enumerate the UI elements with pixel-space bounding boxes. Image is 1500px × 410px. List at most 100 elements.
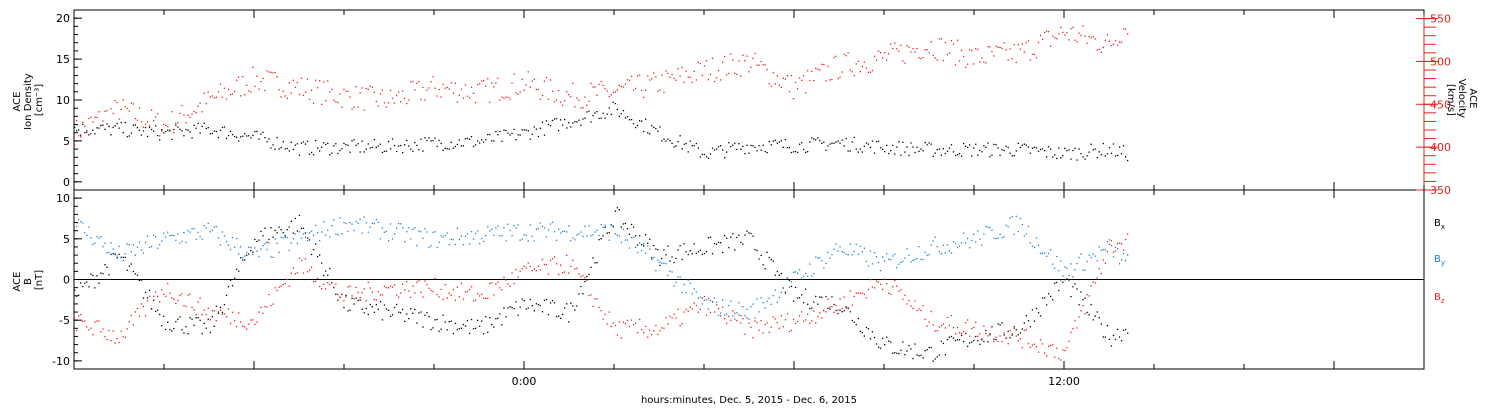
- bx-point: [707, 237, 710, 239]
- bz-point: [671, 317, 673, 319]
- by-point: [167, 231, 169, 233]
- bz-point: [345, 296, 347, 298]
- bz-point: [310, 266, 313, 268]
- by-point: [926, 254, 928, 256]
- by-point: [873, 252, 876, 254]
- velocity-point: [466, 95, 469, 97]
- velocity-point: [227, 88, 230, 91]
- by-point: [782, 287, 784, 289]
- density-point: [343, 142, 345, 144]
- bz-point: [928, 321, 930, 323]
- bx-point: [244, 259, 246, 261]
- bz-point: [983, 325, 985, 327]
- bz-point: [389, 285, 392, 287]
- bx-point: [114, 253, 116, 256]
- density-point: [958, 152, 961, 155]
- bx-point: [432, 327, 434, 329]
- by-point: [315, 224, 317, 226]
- by-point: [412, 228, 414, 230]
- by-point: [938, 250, 940, 253]
- velocity-ytick-label: 550: [1430, 13, 1451, 26]
- density-point: [879, 147, 882, 149]
- velocity-point: [1001, 47, 1003, 50]
- bx-point: [871, 331, 874, 333]
- bz-point: [1076, 327, 1078, 329]
- by-point: [80, 220, 82, 223]
- by-point: [861, 251, 863, 253]
- density-point: [997, 147, 999, 149]
- velocity-point: [746, 55, 748, 57]
- velocity-point: [430, 81, 432, 83]
- bz-point: [821, 317, 823, 319]
- by-point: [726, 313, 728, 315]
- bx-point: [715, 243, 718, 245]
- bz-point: [535, 270, 537, 272]
- density-point: [153, 130, 155, 132]
- velocity-point: [146, 121, 149, 123]
- bz-point: [661, 327, 663, 329]
- by-point: [774, 289, 776, 291]
- density-point: [1054, 154, 1056, 156]
- density-point: [537, 135, 539, 138]
- by-point: [987, 226, 989, 228]
- density-point: [402, 152, 404, 154]
- by-point: [1027, 225, 1030, 228]
- bx-point: [918, 355, 920, 357]
- by-point: [389, 223, 392, 225]
- bz-point: [404, 289, 406, 291]
- bx-point: [869, 338, 872, 340]
- bz-point: [130, 314, 132, 316]
- bz-point: [1090, 285, 1092, 287]
- bx-point: [942, 342, 944, 345]
- bz-point: [888, 292, 890, 294]
- density-point: [987, 142, 989, 144]
- bx-point: [468, 332, 471, 334]
- bz-point: [553, 256, 556, 258]
- by-point: [357, 222, 359, 224]
- bz-point: [102, 328, 104, 330]
- by-point: [339, 217, 341, 219]
- by-point: [1025, 233, 1027, 235]
- bz-point: [788, 330, 791, 333]
- by-point: [835, 243, 837, 245]
- bz-point: [831, 306, 833, 308]
- bz-point: [187, 294, 189, 296]
- bz-point: [622, 321, 625, 323]
- velocity-point: [187, 114, 189, 117]
- density-point: [634, 126, 637, 129]
- velocity-point: [418, 80, 420, 83]
- bx-point: [954, 339, 957, 342]
- density-point: [90, 133, 92, 135]
- velocity-point: [1108, 40, 1111, 42]
- by-point: [831, 254, 833, 256]
- bx-point: [533, 310, 535, 312]
- velocity-point: [537, 88, 539, 91]
- by-point: [280, 236, 282, 238]
- bz-point: [136, 308, 139, 310]
- density-point: [760, 149, 762, 151]
- velocity-point: [584, 96, 586, 98]
- bx-point: [466, 320, 469, 322]
- density-point: [541, 121, 544, 123]
- density-point: [558, 130, 560, 132]
- velocity-point: [1086, 42, 1088, 44]
- velocity-point: [707, 79, 710, 81]
- bx-point: [531, 305, 533, 307]
- bz-point: [620, 337, 622, 339]
- bx-point: [736, 236, 738, 239]
- bz-point: [967, 319, 969, 321]
- by-point: [122, 259, 124, 262]
- bz-point: [104, 336, 106, 338]
- density-point: [796, 151, 799, 154]
- velocity-point: [592, 86, 594, 88]
- bx-point: [529, 298, 531, 301]
- velocity-point: [181, 104, 183, 107]
- bz-point: [665, 317, 667, 319]
- bz-point: [460, 282, 463, 285]
- density-point: [505, 129, 507, 132]
- by-point: [1084, 269, 1086, 271]
- bz-point: [715, 304, 718, 306]
- bz-point: [920, 309, 922, 312]
- bz-point: [329, 283, 331, 285]
- velocity-point: [971, 49, 973, 52]
